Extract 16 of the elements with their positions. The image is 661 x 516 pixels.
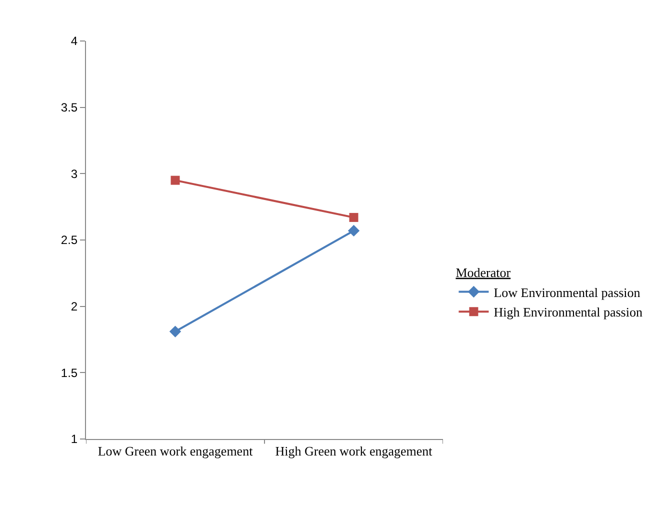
x-tick-label: Low Green work engagement [98,444,254,459]
legend-label: High Environmental passion [494,304,643,320]
point [170,176,180,185]
y-tick-label: 1.5 [60,366,78,380]
y-tick-label: 2.5 [60,233,78,248]
y-tick-label: 4 [70,34,78,48]
y-tick-label: 1 [70,432,78,446]
point [349,212,358,222]
x-tick-label: High Green work engagement [275,444,433,459]
y-tick-label: 3 [70,166,78,181]
y-tick-label: 2 [70,300,78,314]
legend-label: Low Environmental passion [494,284,641,300]
point [348,224,360,237]
legend-title: Moderator [456,264,512,280]
point [169,326,182,338]
y-tick-label: 3.5 [60,100,78,115]
